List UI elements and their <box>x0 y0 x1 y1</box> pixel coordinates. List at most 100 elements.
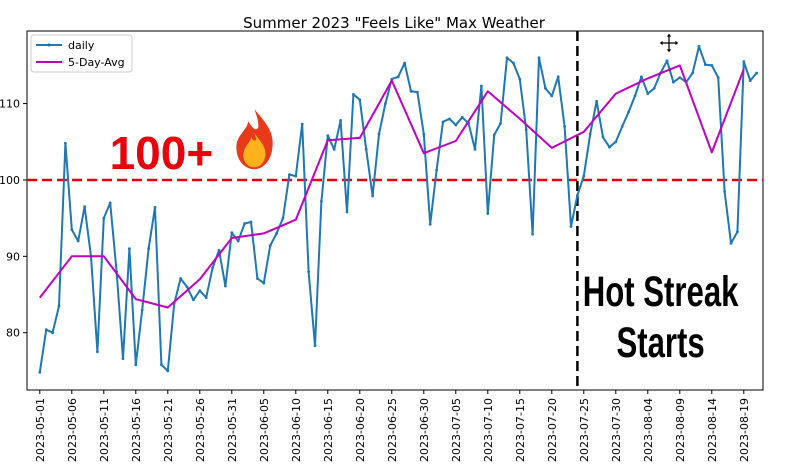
data-point <box>204 296 208 299</box>
data-point <box>691 71 694 75</box>
x-tick-label: 2023-06-20 <box>354 398 367 462</box>
fire-inner <box>243 133 266 168</box>
data-point <box>672 80 675 84</box>
data-point <box>582 174 586 178</box>
x-tick-label: 2023-07-10 <box>482 398 495 462</box>
data-point <box>748 79 752 83</box>
data-point <box>422 132 426 136</box>
data-point <box>620 125 624 128</box>
data-point <box>76 239 80 243</box>
data-point <box>563 125 566 128</box>
data-point <box>627 110 630 114</box>
data-point <box>544 86 547 90</box>
data-point <box>652 86 656 90</box>
data-point <box>512 61 515 65</box>
data-point <box>179 277 183 280</box>
x-tick-label: 2023-05-11 <box>98 398 111 462</box>
data-point <box>275 232 278 235</box>
legend-label: 5-Day-Avg <box>68 56 125 69</box>
x-tick-label: 2023-07-20 <box>546 398 559 462</box>
data-point <box>326 134 330 138</box>
x-tick-label: 2023-08-09 <box>674 398 687 462</box>
plot-area: 80 90 100 110 2023-05-01 2023-05-06 2023-05-11… <box>0 30 764 462</box>
data-point <box>352 92 355 96</box>
data-point <box>390 77 394 81</box>
data-point <box>384 102 387 105</box>
data-point <box>569 225 573 228</box>
data-point <box>595 99 598 103</box>
data-point <box>166 369 170 373</box>
data-point <box>236 239 240 243</box>
data-point <box>38 371 42 374</box>
data-point <box>121 357 125 361</box>
data-point <box>140 308 144 312</box>
series-line-5-day-avg <box>39 64 745 309</box>
data-point <box>268 244 272 248</box>
data-point <box>185 285 189 289</box>
annotation-100-plus: 100+ <box>110 127 214 179</box>
data-point <box>518 77 522 81</box>
data-point <box>716 76 720 79</box>
x-tick-label: 2023-06-05 <box>258 398 271 462</box>
data-point <box>601 135 605 139</box>
data-point <box>217 248 221 252</box>
data-point <box>416 90 419 94</box>
legend-swatch-marker <box>47 43 51 47</box>
data-point <box>339 118 342 122</box>
data-point <box>492 133 496 137</box>
x-tick-label: 2023-07-30 <box>610 398 623 462</box>
data-point <box>428 222 432 226</box>
data-point <box>358 98 362 102</box>
data-point <box>371 194 374 198</box>
data-point <box>755 71 758 75</box>
data-point <box>448 117 451 121</box>
data-point <box>435 168 438 172</box>
data-point <box>460 115 464 119</box>
data-point <box>364 147 368 151</box>
data-point <box>640 75 643 79</box>
data-point <box>211 266 215 270</box>
data-point <box>249 220 253 224</box>
data-point <box>537 56 541 60</box>
data-point <box>736 230 739 234</box>
y-tick-label: 80 <box>6 327 20 340</box>
data-point <box>44 328 48 332</box>
data-point <box>588 132 592 136</box>
data-point <box>256 277 259 280</box>
data-point <box>307 270 310 274</box>
data-point <box>230 231 234 235</box>
x-tick-label: 2023-08-14 <box>706 398 719 462</box>
x-tick-label: 2023-06-10 <box>290 398 303 462</box>
data-point <box>377 132 381 136</box>
x-tick-label: 2023-07-25 <box>578 398 591 462</box>
data-point <box>332 147 336 151</box>
data-point <box>127 247 131 251</box>
data-point <box>556 75 560 79</box>
plot-frame <box>26 30 764 391</box>
data-point <box>608 145 611 149</box>
data-point <box>262 281 266 285</box>
data-point <box>198 289 202 293</box>
data-point <box>524 128 528 131</box>
data-point <box>345 210 349 214</box>
y-tick-label: 100 <box>0 174 20 187</box>
move-cursor-shape <box>658 32 680 54</box>
data-point <box>396 75 400 79</box>
data-point <box>710 63 714 67</box>
x-tick-label: 2023-05-21 <box>162 398 175 462</box>
x-tick-label: 2023-05-31 <box>226 398 239 462</box>
data-point <box>160 363 163 367</box>
data-point <box>576 193 579 197</box>
data-point <box>678 76 682 79</box>
x-tick-label: 2023-05-16 <box>130 398 143 462</box>
data-point <box>51 331 54 335</box>
x-tick-label: 2023-06-25 <box>386 398 399 462</box>
data-point <box>313 344 317 348</box>
legend: daily 5-Day-Avg <box>30 34 133 73</box>
data-point <box>704 63 707 67</box>
data-point <box>441 120 445 124</box>
x-tick-label: 2023-05-06 <box>66 398 79 462</box>
data-point <box>646 92 650 96</box>
data-point <box>454 123 458 127</box>
